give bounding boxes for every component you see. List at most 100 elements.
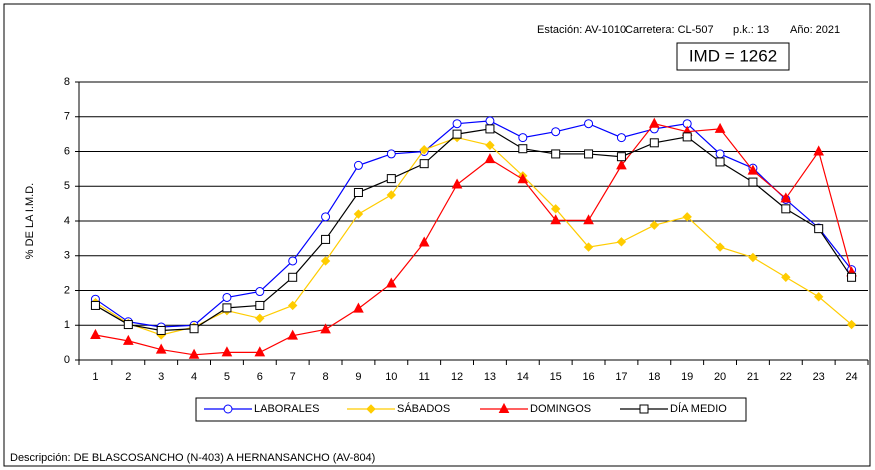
legend-label: SÁBADOS xyxy=(397,402,450,415)
point xyxy=(748,252,758,263)
y-axis-label: % DE LA I.M.D. xyxy=(24,183,36,259)
legend-marker xyxy=(366,404,376,414)
x-tick-label: 16 xyxy=(582,371,594,383)
point xyxy=(90,328,101,339)
y-tick-label: 4 xyxy=(64,215,70,227)
point xyxy=(747,164,759,175)
x-tick-label: 21 xyxy=(747,371,759,383)
point xyxy=(287,329,299,340)
point xyxy=(452,129,462,139)
x-tick-label: 12 xyxy=(451,371,463,383)
x-tick-label: 4 xyxy=(191,371,197,383)
point xyxy=(321,212,331,222)
point xyxy=(551,149,561,159)
chart-frame xyxy=(3,3,871,467)
point xyxy=(353,188,363,198)
x-tick-label: 20 xyxy=(714,371,726,383)
point xyxy=(649,220,660,230)
point xyxy=(485,116,495,126)
x-tick-label: 24 xyxy=(845,371,857,383)
point xyxy=(485,124,495,134)
point xyxy=(814,224,824,234)
point xyxy=(682,132,692,142)
point xyxy=(583,242,594,252)
point xyxy=(715,242,725,252)
x-tick-label: 17 xyxy=(615,371,627,383)
point xyxy=(517,173,529,184)
legend-marker xyxy=(498,402,510,413)
point xyxy=(221,346,233,357)
point xyxy=(155,343,167,354)
point xyxy=(288,272,298,282)
point xyxy=(813,292,824,302)
point xyxy=(649,138,659,148)
point xyxy=(616,159,627,170)
point xyxy=(386,190,397,200)
point xyxy=(419,145,429,155)
point xyxy=(846,319,857,330)
point xyxy=(188,348,200,359)
point xyxy=(748,177,758,187)
point xyxy=(583,214,594,225)
point xyxy=(616,152,626,162)
y-tick-label: 7 xyxy=(64,111,70,123)
y-tick-label: 5 xyxy=(64,180,70,192)
point xyxy=(452,119,462,129)
series-line xyxy=(95,120,853,328)
y-tick-label: 3 xyxy=(64,250,70,262)
x-tick-label: 5 xyxy=(224,371,230,383)
x-tick-label: 9 xyxy=(355,371,361,383)
point xyxy=(518,144,528,154)
point xyxy=(418,236,430,247)
point xyxy=(584,149,594,159)
point xyxy=(451,178,463,189)
info-text: Carretera: CL-507 xyxy=(625,24,714,36)
y-tick-label: 8 xyxy=(64,76,70,88)
legend-marker xyxy=(223,404,233,414)
info-text: p.k.: 13 xyxy=(733,24,769,36)
legend-label: DOMINGOS xyxy=(530,403,591,415)
x-tick-label: 6 xyxy=(257,371,263,383)
point xyxy=(781,204,791,214)
series-line xyxy=(95,136,852,336)
point xyxy=(353,209,364,219)
point xyxy=(813,145,825,156)
point xyxy=(550,214,562,225)
x-tick-label: 11 xyxy=(418,371,429,383)
x-tick-label: 22 xyxy=(780,371,792,383)
x-tick-label: 7 xyxy=(290,371,296,383)
point xyxy=(715,149,725,159)
point xyxy=(847,272,857,282)
x-tick-label: 18 xyxy=(648,371,660,383)
info-text: Estación: AV-1010 xyxy=(537,24,626,36)
point xyxy=(386,174,396,184)
point xyxy=(385,277,397,288)
point xyxy=(484,153,496,164)
x-tick-label: 10 xyxy=(385,371,397,383)
info-text: Año: 2021 xyxy=(790,24,840,36)
point xyxy=(320,323,331,334)
point xyxy=(254,346,266,357)
point xyxy=(321,234,331,244)
point xyxy=(123,320,133,330)
point xyxy=(550,204,561,214)
x-tick-label: 3 xyxy=(158,371,164,383)
point xyxy=(288,256,298,266)
series-line xyxy=(95,123,853,356)
series-line xyxy=(95,128,853,332)
point xyxy=(715,157,725,167)
point xyxy=(419,159,429,169)
point xyxy=(780,192,792,203)
x-tick-label: 15 xyxy=(550,371,562,383)
point xyxy=(353,302,364,313)
legend-marker xyxy=(639,404,649,414)
legend-label: DÍA MEDIO xyxy=(670,402,727,415)
point xyxy=(255,313,265,324)
point xyxy=(122,334,134,345)
point xyxy=(616,237,627,247)
point xyxy=(222,303,232,313)
x-tick-label: 23 xyxy=(813,371,825,383)
point xyxy=(222,292,232,302)
point xyxy=(90,300,100,310)
